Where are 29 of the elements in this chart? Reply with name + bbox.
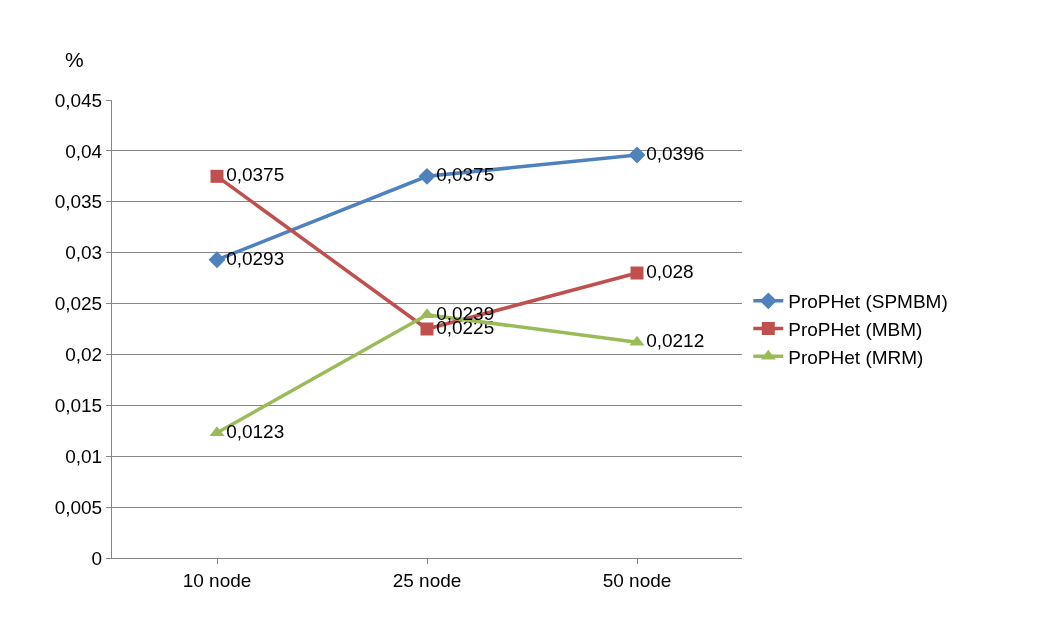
legend-label: ProPHet (MBM): [788, 318, 923, 340]
y-tick-label: 0,045: [54, 89, 103, 111]
legend-label: ProPHet (MRM): [788, 346, 924, 368]
point: [420, 322, 434, 336]
y-tick-label: 0,025: [54, 293, 103, 315]
y-tick-label: 0,005: [54, 496, 103, 518]
data-label: 0,0293: [226, 247, 285, 269]
point: [630, 266, 644, 280]
y-axis-title: %: [65, 48, 84, 71]
data-label: 0,0375: [226, 164, 285, 186]
y-tick-label: 0,03: [65, 242, 103, 264]
x-tick-label: 10 node: [182, 569, 252, 591]
data-label: 0,028: [646, 260, 694, 282]
point: [628, 146, 646, 164]
x-tick-label: 25 node: [392, 569, 462, 591]
y-tick-label: 0: [91, 547, 103, 569]
data-label: 0,0123: [226, 420, 285, 442]
y-tick-label: 0,01: [65, 445, 103, 467]
legend-label: ProPHet (SPMBM): [788, 291, 948, 313]
data-label: 0,0212: [646, 329, 705, 351]
point: [208, 251, 226, 269]
point: [210, 169, 224, 183]
data-label: 0,0396: [646, 142, 705, 164]
y-tick-label: 0,035: [54, 191, 103, 213]
point: [418, 167, 436, 185]
y-tick-label: 0,015: [54, 394, 103, 416]
y-tick-label: 0,02: [65, 344, 103, 366]
y-tick-label: 0,04: [65, 140, 103, 162]
x-tick-label: 50 node: [602, 569, 672, 591]
